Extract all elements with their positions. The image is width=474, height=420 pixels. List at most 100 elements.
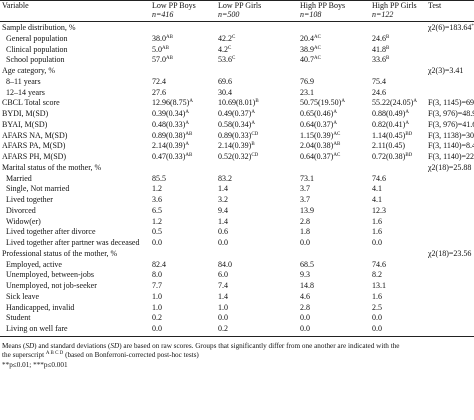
posthoc-superscript: AB — [166, 56, 173, 62]
row-label: AFARS NA, M(SD) — [2, 130, 68, 140]
row-value-group-4: 0.0 — [372, 313, 382, 323]
table-row: Professional status of the mother, % χ2(1… — [0, 249, 474, 259]
posthoc-superscript: A — [341, 99, 345, 105]
posthoc-superscript: AC — [314, 45, 321, 51]
row-label: Single, Not married — [6, 184, 70, 194]
row-label: Employed, active — [6, 259, 62, 269]
row-value-group-4: 13.1 — [372, 281, 386, 290]
row-value-group-2: 0.49(0.37)A — [218, 109, 255, 118]
note-line-1: Means (SD) and standard deviations (SD) … — [2, 341, 400, 350]
posthoc-superscript: AB — [166, 34, 173, 40]
table-row: Married 85.5 83.2 73.1 74.6 — [0, 174, 474, 184]
row-value-group-1: 0.47(0.33)AB — [152, 152, 193, 161]
row-label: 12–14 years — [6, 87, 45, 97]
table-row: Single, Not married 1.2 1.4 3.7 4.1 — [0, 184, 474, 194]
row-test: χ2(18)=23.56 — [428, 248, 472, 258]
posthoc-superscript: C — [228, 45, 232, 51]
row-value-group-2: 6.0 — [218, 270, 228, 280]
posthoc-superscript: B — [251, 142, 255, 148]
table-row: CBCL Total score 12.96(8.75)A 10.69(8.01)B… — [0, 98, 474, 108]
row-test: F(3, 1140)=22.49*** — [428, 152, 474, 161]
row-label: Divorced — [6, 205, 36, 215]
posthoc-superscript: AB — [185, 153, 193, 158]
table-row: BYAI, M(SD) 0.48(0.33)A 0.58(0.34)A 0.64(0.… — [0, 120, 474, 130]
table-header: Variable Low PP Boys n=416 Low PP Girls … — [0, 1, 474, 21]
table-row: AFARS NA, M(SD) 0.89(0.38)AB 0.89(0.33)CD 1… — [0, 131, 474, 141]
posthoc-superscript: AB — [185, 131, 193, 137]
row-value-group-2: 42.2C — [218, 33, 236, 43]
posthoc-superscript: C — [232, 56, 236, 62]
row-value-group-2: 0.2 — [218, 324, 228, 333]
table-row: Student 0.2 0.0 0.0 0.0 — [0, 313, 474, 323]
row-value-group-4: 74.6 — [372, 259, 386, 269]
row-label: Lived together after divorce — [6, 227, 96, 237]
row-value-group-3: 40.7AC — [300, 55, 321, 65]
row-label: Professional status of the mother, % — [2, 248, 118, 258]
table-row: General population 38.0AB 42.2C 20.4AC 24.6B — [0, 34, 474, 44]
posthoc-superscript: AC — [314, 34, 321, 40]
row-value-group-2: 7.4 — [218, 281, 228, 290]
row-label: Widow(er) — [6, 216, 41, 226]
row-value-group-2: 1.4 — [218, 291, 228, 301]
row-label: 8–11 years — [6, 76, 41, 86]
row-value-group-2: 69.6 — [218, 76, 232, 86]
note-line-3: **p≤0.01; ***p≤0.001 — [2, 360, 68, 369]
posthoc-superscript: A — [185, 120, 189, 126]
posthoc-superscript: A — [251, 110, 255, 115]
table-row: School population 57.0AB 53.6C 40.7AC 33.6B — [0, 55, 474, 65]
row-value-group-1: 1.0 — [152, 302, 162, 312]
row-value-group-3: 0.0 — [300, 324, 310, 333]
row-value-group-1: 0.48(0.33)A — [152, 119, 189, 129]
row-label: AFARS PA, M(SD) — [2, 141, 66, 151]
row-value-group-3: 14.8 — [300, 281, 314, 290]
row-value-group-4: 4.1 — [372, 195, 382, 204]
table-row: 8–11 years 72.4 69.6 76.9 75.4 — [0, 77, 474, 87]
row-label: Student — [6, 313, 31, 323]
row-value-group-1: 57.0AB — [152, 55, 173, 65]
row-value-group-4: 24.6B — [372, 33, 390, 43]
row-label: CBCL Total score — [2, 98, 60, 108]
table-row: Unemployed, not job-seeker 7.7 7.4 14.8 13.1 — [0, 281, 474, 291]
row-value-group-3: 20.4AC — [300, 33, 321, 43]
table-header-rule — [0, 21, 474, 22]
row-value-group-2: 0.89(0.33)CD — [218, 130, 259, 140]
posthoc-superscript: A — [333, 110, 337, 115]
row-label: Clinical population — [6, 44, 68, 54]
header-variable: Variable — [2, 1, 29, 10]
row-value-group-3: 50.75(19.50)A — [300, 98, 345, 108]
row-value-group-4: 0.72(0.38)BD — [372, 152, 413, 161]
row-value-group-2: 0.6 — [218, 227, 228, 237]
row-test: F(3, 1140)=8.45*** — [428, 141, 474, 151]
posthoc-superscript: B — [386, 56, 390, 62]
row-value-group-3: 9.3 — [300, 270, 310, 280]
posthoc-superscript: B — [255, 99, 259, 105]
posthoc-superscript: A — [333, 120, 337, 126]
table-row: Lived together 3.6 3.2 3.7 4.1 — [0, 195, 474, 205]
row-value-group-2: 1.0 — [218, 302, 228, 312]
posthoc-superscript: CD — [251, 153, 259, 158]
header-group-4: High PP Girls n=122 — [372, 1, 417, 19]
table-row: Widow(er) 1.2 1.4 2.8 1.6 — [0, 217, 474, 227]
posthoc-superscript: A — [413, 99, 417, 105]
row-label: Age category, % — [2, 66, 56, 75]
row-value-group-2: 9.4 — [218, 205, 228, 215]
posthoc-superscript: BD — [405, 153, 413, 158]
table-row: Marital status of the mother, % χ2(18)=25… — [0, 163, 474, 173]
row-value-group-4: 0.88(0.49)A — [372, 109, 409, 118]
posthoc-superscript: A — [405, 110, 409, 115]
table-row: Handicapped, invalid 1.0 1.0 2.8 2.5 — [0, 303, 474, 313]
row-value-group-2: 1.4 — [218, 184, 228, 194]
row-value-group-3: 2.8 — [300, 302, 310, 312]
table-row: Sick leave 1.0 1.4 4.6 1.6 — [0, 292, 474, 302]
row-value-group-1: 6.5 — [152, 205, 162, 215]
row-value-group-4: 1.6 — [372, 227, 382, 237]
table-row: Divorced 6.5 9.4 13.9 12.3 — [0, 206, 474, 216]
posthoc-superscript: AB — [162, 45, 169, 51]
row-label: Lived together — [6, 195, 53, 204]
row-label: Sick leave — [6, 291, 40, 301]
row-value-group-2: 0.58(0.34)A — [218, 119, 255, 129]
row-value-group-3: 13.9 — [300, 205, 314, 215]
row-value-group-1: 2.14(0.39)A — [152, 141, 189, 151]
posthoc-superscript: A — [405, 120, 409, 126]
row-label: BYAI, M(SD) — [2, 119, 48, 129]
